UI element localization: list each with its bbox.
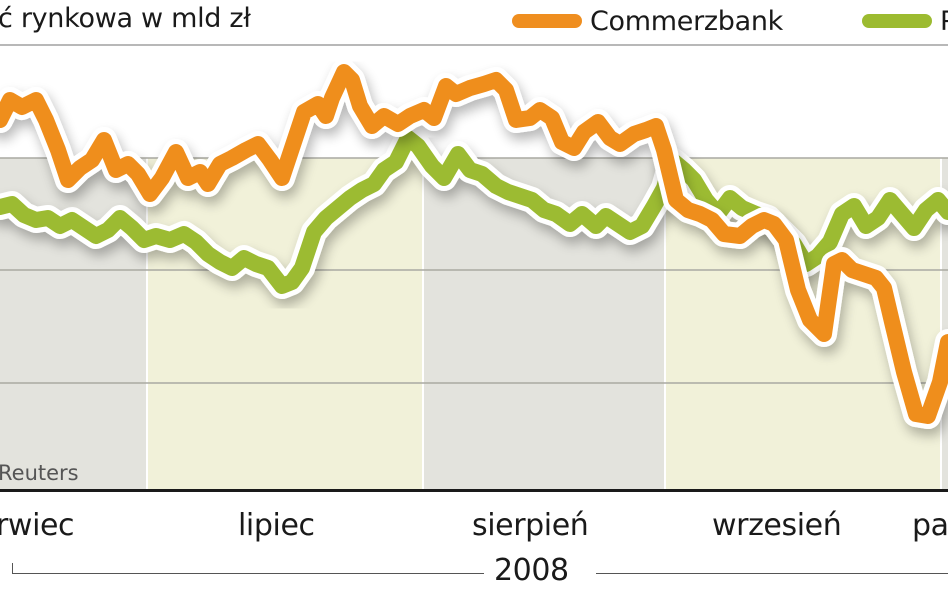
legend-label-commerzbank: Commerzbank xyxy=(590,5,783,37)
legend-item-second-series: P xyxy=(862,3,948,39)
header-rule xyxy=(0,44,948,46)
series-commerzbank xyxy=(0,59,948,429)
source-label: Reuters xyxy=(0,461,79,485)
band-pazdziernik xyxy=(942,46,948,490)
year-bracket-left xyxy=(12,573,484,574)
chart-title: ć rynkowa w mld zł xyxy=(0,3,251,34)
legend-item-commerzbank: Commerzbank xyxy=(512,3,783,39)
year-label: 2008 xyxy=(494,553,569,588)
series-line xyxy=(0,64,948,424)
legend-swatch-orange-icon xyxy=(512,14,582,28)
month-label-czerwiec: rwiec xyxy=(0,508,75,543)
year-bracket-left-tick xyxy=(12,563,13,574)
x-axis-line xyxy=(0,489,948,492)
top-white-area xyxy=(0,46,948,158)
month-label-sierpien: sierpień xyxy=(472,508,589,543)
legend-label-second-series: P xyxy=(940,6,948,37)
legend-swatch-green-icon xyxy=(862,14,932,28)
month-label-lipiec: lipiec xyxy=(238,508,315,543)
series-layer xyxy=(0,59,948,429)
chart-plot-area xyxy=(0,46,948,490)
month-label-wrzesien: wrzesień xyxy=(712,508,842,543)
month-label-pazdziernik: pa xyxy=(912,508,948,543)
year-bracket-right xyxy=(596,573,948,574)
chart-header: ć rynkowa w mld zł Commerzbank P xyxy=(0,0,948,44)
